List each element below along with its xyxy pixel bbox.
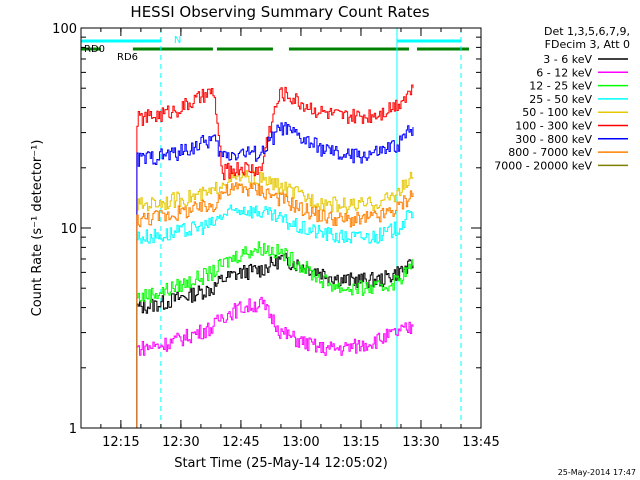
x-axis-label: Start Time (25-May-14 12:05:02) [174, 456, 388, 471]
series-line-5 [136, 84, 414, 428]
legend-label-5: 100 - 300 keV [515, 120, 592, 133]
series-line-7 [136, 182, 414, 428]
marker-letter-0: N [174, 35, 181, 46]
series-line-2 [136, 241, 414, 428]
legend-label-3: 25 - 50 keV [529, 93, 592, 106]
legend-label-2: 12 - 25 keV [529, 80, 592, 93]
legend-header-0: Det 1,3,5,6,7,9, [544, 25, 630, 38]
legend-label-6: 300 - 800 keV [515, 133, 592, 146]
y-tick-label-0: 1 [69, 422, 77, 437]
x-tick-label-3: 13:00 [282, 435, 319, 450]
legend-label-4: 50 - 100 keV [522, 106, 592, 119]
series-line-4 [136, 170, 414, 428]
x-tick-label-0: 12:15 [102, 435, 139, 450]
timestamp: 25-May-2014 17:47 [558, 468, 636, 477]
marker-label-rd6: RD6 [117, 52, 138, 63]
legend-label-0: 3 - 6 keV [543, 53, 592, 66]
y-tick-label-1: 10 [60, 222, 77, 237]
x-tick-label-6: 13:45 [462, 435, 499, 450]
x-tick-label-1: 12:30 [162, 435, 199, 450]
x-tick-label-4: 13:15 [342, 435, 379, 450]
y-axis-label: Count Rate (s⁻¹ detector⁻¹) [30, 140, 45, 317]
x-tick-label-5: 13:30 [402, 435, 439, 450]
plot-area: RD0 RD6 N [80, 28, 469, 428]
legend-label-1: 6 - 12 keV [536, 66, 592, 79]
legend-label-7: 800 - 7000 keV [508, 146, 592, 159]
series-line-1 [136, 296, 414, 428]
marker-label-rd0: RD0 [84, 44, 105, 55]
legend-label-8: 7000 - 20000 keV [494, 159, 592, 172]
legend-header-1: FDecim 3, Att 0 [545, 38, 630, 51]
axes: 12:15 12:30 12:45 13:00 13:15 13:30 13:45 1 10 10… [52, 22, 500, 450]
chart-title: HESSI Observing Summary Count Rates [130, 3, 429, 21]
legend: Det 1,3,5,6,7,9,FDecim 3, Att 0 3 - 6 keV… [494, 25, 630, 172]
y-tick-label-2: 100 [52, 22, 77, 37]
series-line-3 [136, 204, 414, 428]
x-tick-label-2: 12:45 [222, 435, 259, 450]
series-line-6 [136, 122, 414, 428]
